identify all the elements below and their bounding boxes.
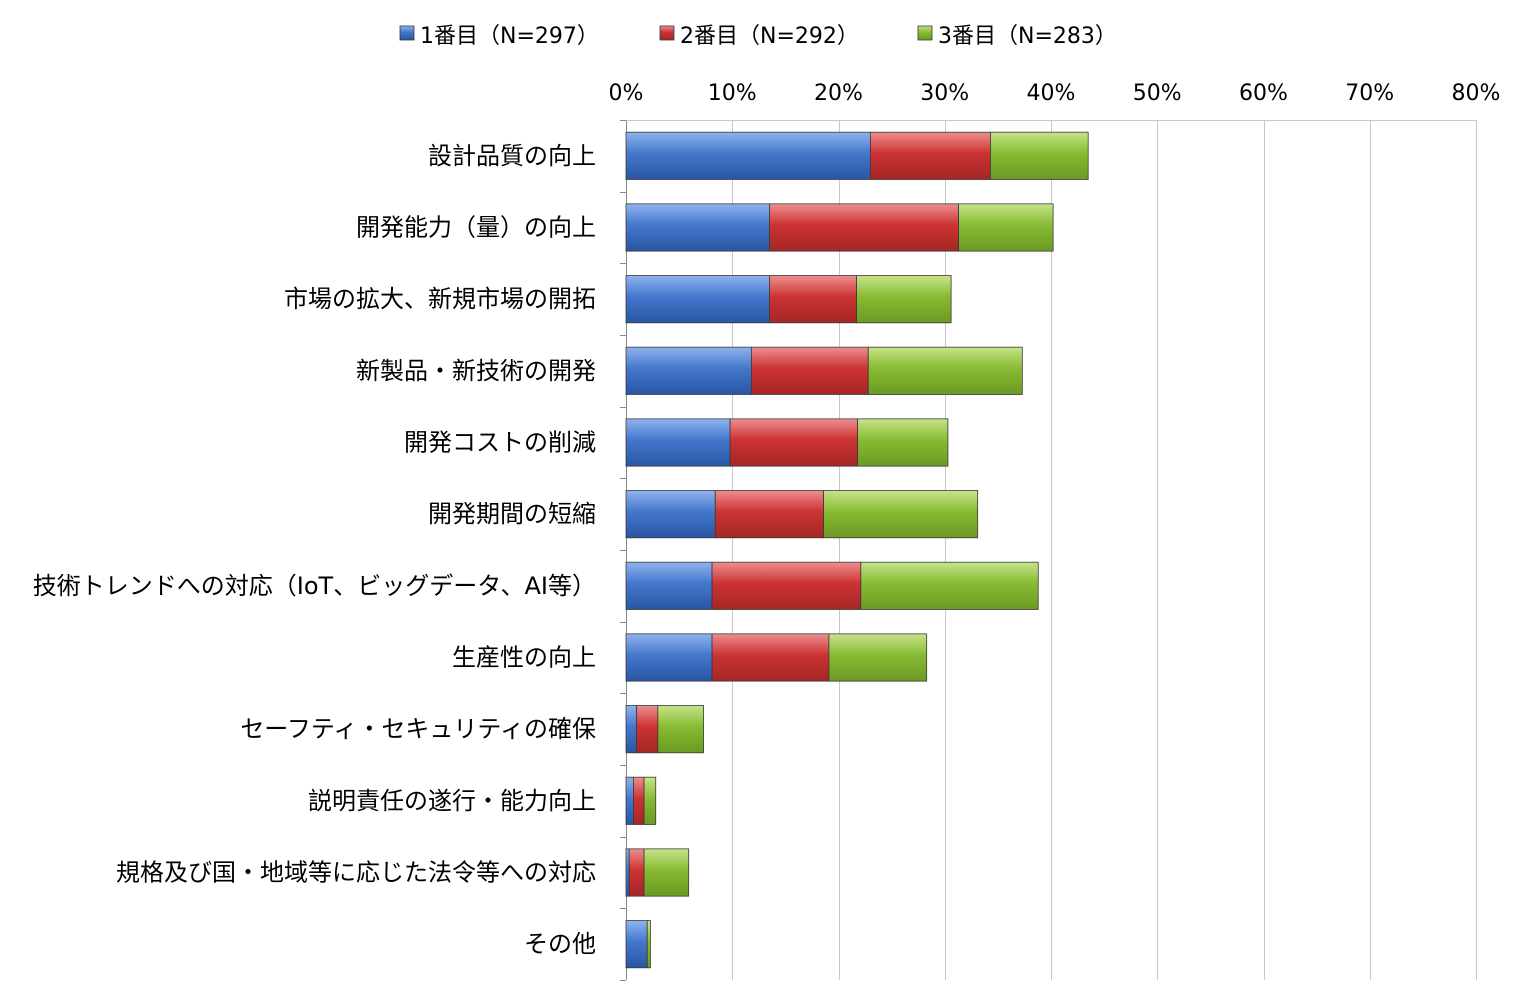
- bar-segment: [625, 131, 871, 180]
- bar-segment: [625, 920, 648, 969]
- bar-segment: [729, 418, 859, 467]
- x-tick-label: 30%: [920, 81, 969, 106]
- legend-label: 3番目（N=283）: [938, 24, 1117, 49]
- x-tick-label: 40%: [1027, 81, 1076, 106]
- category-label: 新製品・新技術の開発: [356, 357, 596, 385]
- bar-segment: [856, 275, 952, 324]
- bar-segment: [857, 418, 949, 467]
- x-tick-label: 80%: [1452, 81, 1501, 106]
- category-label: 市場の拡大、新規市場の開拓: [284, 285, 596, 313]
- bar-segment: [625, 561, 713, 610]
- bar-segment: [625, 203, 770, 252]
- bar-segment: [714, 490, 825, 539]
- bar-segment: [860, 561, 1039, 610]
- legend-swatch: [399, 25, 415, 41]
- x-tick-label: 20%: [814, 81, 863, 106]
- category-label: その他: [524, 930, 596, 958]
- bar-segment: [869, 131, 991, 180]
- bar-segment: [646, 920, 651, 969]
- category-labels: 設計品質の向上開発能力（量）の向上市場の拡大、新規市場の開拓新製品・新技術の開発…: [33, 142, 596, 958]
- legend-label: 1番目（N=297）: [420, 24, 599, 49]
- gridlines: [620, 120, 1477, 981]
- category-label: 設計品質の向上: [428, 142, 596, 170]
- x-axis-ticks: 0% 10% 20% 30% 40% 50% 60% 70% 80%: [609, 81, 1501, 106]
- bar-segment: [625, 418, 731, 467]
- category-label: 開発能力（量）の向上: [356, 214, 596, 242]
- legend-label: 2番目（N=292）: [680, 24, 859, 49]
- category-label: 技術トレンドへの対応（IoT、ビッグデータ、AI等）: [33, 572, 596, 600]
- bar-segment: [769, 203, 959, 252]
- category-label: 生産性の向上: [452, 644, 596, 672]
- bar-segment: [636, 705, 659, 754]
- x-tick-label: 60%: [1239, 81, 1288, 106]
- bar-segment: [711, 561, 862, 610]
- bar-segment: [625, 490, 716, 539]
- bar-segment: [628, 848, 645, 897]
- bar-segment: [657, 705, 704, 754]
- bar-segment: [625, 275, 770, 324]
- bar-segment: [958, 203, 1054, 252]
- bar-segment: [990, 131, 1089, 180]
- category-label: 開発コストの削減: [404, 429, 596, 457]
- x-tick-label: 10%: [708, 81, 757, 106]
- category-label: 開発期間の短縮: [428, 500, 596, 528]
- bar-segment: [769, 275, 857, 324]
- bar-segment: [625, 705, 638, 754]
- bar-segment: [828, 633, 928, 682]
- x-tick-label: 50%: [1133, 81, 1182, 106]
- bar-segment: [823, 490, 979, 539]
- category-label: 説明責任の遂行・能力向上: [308, 787, 596, 815]
- legend: 1番目（N=297） 2番目（N=292） 3番目（N=283）: [399, 24, 1117, 49]
- bar-segment: [625, 776, 634, 825]
- x-tick-label: 70%: [1345, 81, 1394, 106]
- bar-segment: [625, 848, 630, 897]
- bar-segment: [625, 346, 752, 395]
- bar-segment: [750, 346, 869, 395]
- legend-swatch: [917, 25, 933, 41]
- bar-segment: [867, 346, 1023, 395]
- bar-segment: [643, 848, 690, 897]
- bar-segment: [625, 633, 713, 682]
- category-label: セーフティ・セキュリティの確保: [240, 715, 596, 743]
- bars: [625, 131, 1089, 969]
- bar-segment: [711, 633, 830, 682]
- bar-segment: [643, 776, 657, 825]
- category-label: 規格及び国・地域等に応じた法令等への対応: [116, 859, 596, 887]
- x-tick-label: 0%: [609, 81, 644, 106]
- legend-swatch: [659, 25, 675, 41]
- bar-segment: [633, 776, 645, 825]
